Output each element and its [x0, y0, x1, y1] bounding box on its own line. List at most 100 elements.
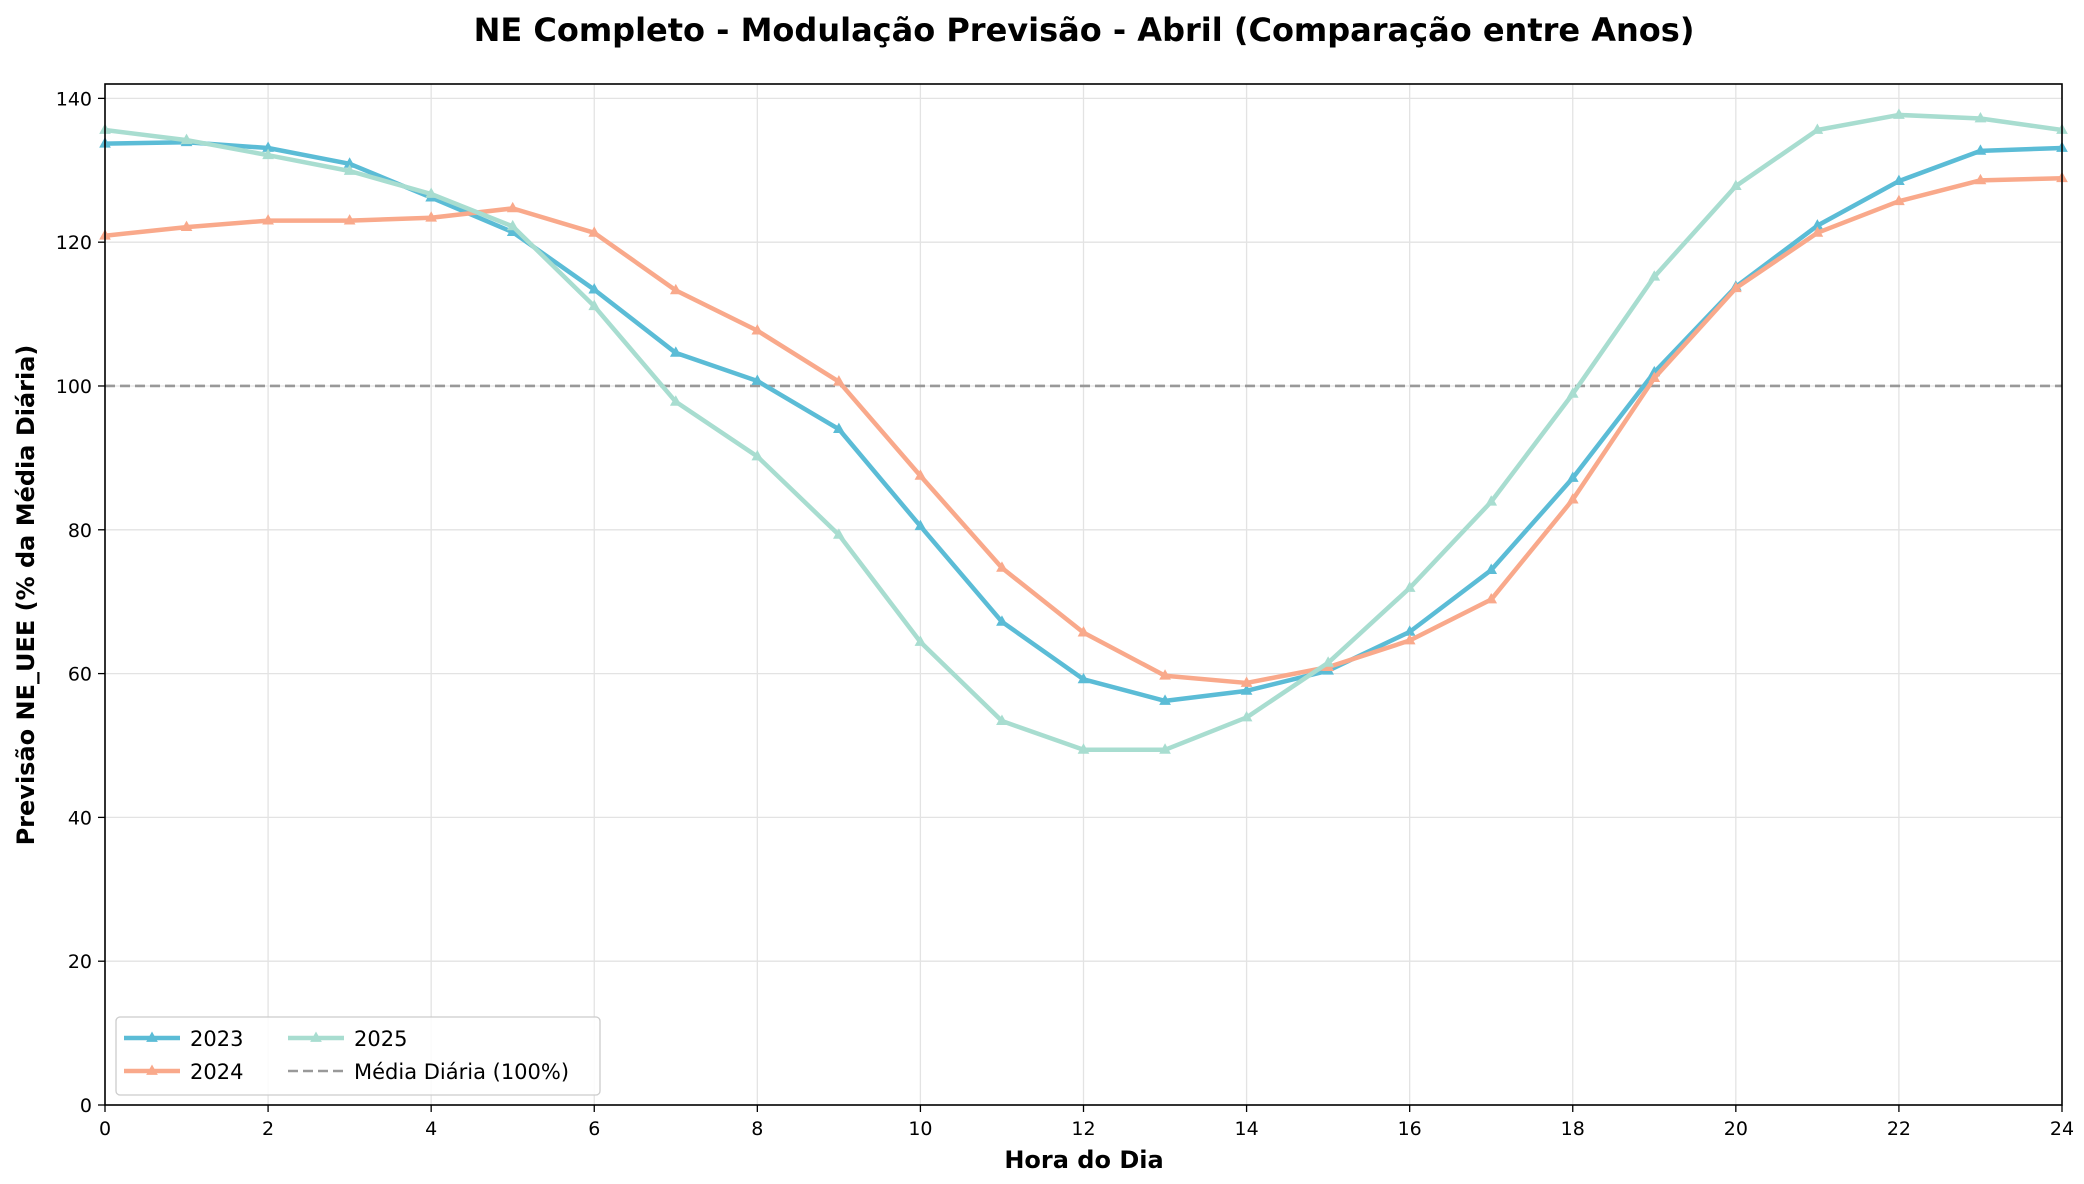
data-point-2023	[996, 615, 1008, 626]
data-point-2025	[1729, 179, 1742, 190]
legend-entry-2024: 2024	[124, 1060, 243, 1084]
x-axis-label: Hora do Dia	[1004, 1146, 1163, 1174]
data-point-2025	[1648, 270, 1661, 281]
data-point-2023	[1403, 625, 1416, 636]
data-point-2025	[669, 395, 682, 406]
data-point-2023	[833, 422, 845, 434]
x-tick-label: 4	[425, 1118, 437, 1140]
y-tick-label: 80	[68, 520, 92, 542]
y-tick-label: 100	[56, 376, 92, 398]
legend-marker-2023	[146, 1031, 158, 1042]
x-tick-label: 22	[1887, 1118, 1911, 1140]
data-point-2024	[588, 226, 601, 237]
data-point-2024	[1811, 226, 1824, 237]
data-point-2024	[1077, 626, 1090, 637]
data-point-2024	[1566, 493, 1579, 504]
y-tick-label: 20	[68, 951, 92, 973]
data-point-2023	[1077, 672, 1090, 684]
data-point-2024	[751, 324, 764, 335]
y-axis-label: Previsão NE_UEE (% da Média Diária)	[12, 345, 40, 846]
legend-label-2025: 2025	[354, 1027, 407, 1051]
data-point-2024	[343, 214, 356, 225]
data-point-2024	[996, 561, 1008, 572]
data-point-2025	[1403, 581, 1416, 592]
legend-label-2023: 2023	[190, 1027, 243, 1051]
data-point-2025	[1893, 108, 1905, 119]
y-tick-label: 0	[80, 1095, 92, 1117]
data-point-2025	[833, 528, 845, 539]
data-point-2025	[1077, 743, 1090, 754]
y-tick-label: 120	[56, 232, 92, 254]
data-point-2025	[914, 635, 927, 646]
data-point-2023	[1159, 694, 1171, 705]
data-point-2024	[1485, 593, 1498, 604]
y-tick-label: 40	[68, 807, 92, 829]
data-point-2023	[588, 283, 601, 294]
y-tick-label: 60	[68, 664, 92, 686]
legend-label-reference: Média Diária (100%)	[354, 1060, 569, 1084]
x-tick-label: 20	[1724, 1118, 1748, 1140]
legend-entry-2023: 2023	[124, 1027, 243, 1051]
data-point-2024	[180, 220, 193, 231]
data-point-2023	[669, 346, 682, 357]
data-point-2024	[1729, 281, 1742, 293]
legend-box	[115, 1016, 601, 1096]
data-point-2023	[1240, 684, 1253, 695]
data-point-2025	[1485, 495, 1498, 506]
data-point-2023	[1485, 563, 1498, 574]
data-point-2023	[1811, 219, 1824, 230]
data-point-2025	[1974, 112, 1987, 123]
data-point-2024	[506, 201, 519, 213]
data-point-2024	[1648, 371, 1661, 382]
x-tick-label: 2	[262, 1118, 274, 1140]
x-tick-label: 8	[751, 1118, 763, 1140]
data-point-2024	[1403, 634, 1416, 645]
data-point-2025	[262, 148, 274, 160]
x-tick-label: 6	[588, 1118, 600, 1140]
legend-entry-2025: 2025	[288, 1027, 407, 1051]
legend-entry-reference: Média Diária (100%)	[288, 1060, 569, 1084]
data-point-2024	[833, 375, 845, 386]
data-point-2023	[343, 157, 356, 168]
data-point-2025	[506, 219, 519, 231]
legend-marker-2025	[310, 1031, 322, 1042]
x-tick-label: 0	[99, 1118, 111, 1140]
legend: 2023 2024 2025 Média Diária (100%)	[115, 1016, 601, 1096]
legend-marker-2024	[146, 1064, 158, 1075]
data-point-2023	[506, 225, 519, 237]
data-point-2024	[669, 283, 682, 295]
data-point-2023	[1566, 471, 1579, 482]
data-point-2024	[262, 214, 274, 225]
data-point-2024	[425, 211, 438, 222]
data-point-2025	[1811, 123, 1824, 134]
data-point-2024	[1974, 173, 1987, 185]
data-point-2023	[751, 374, 764, 385]
data-point-2023	[1893, 174, 1905, 185]
data-point-2025	[180, 133, 193, 144]
data-point-2025	[425, 187, 438, 198]
x-tick-label: 10	[908, 1118, 932, 1140]
legend-label-2024: 2024	[190, 1060, 243, 1084]
x-tick-label: 18	[1561, 1118, 1585, 1140]
grid-lines	[104, 84, 2063, 1106]
data-point-2025	[1159, 743, 1171, 754]
chart-title: NE Completo - Modulação Previsão - Abril…	[474, 11, 1695, 49]
x-tick-label: 12	[1071, 1118, 1095, 1140]
y-tick-label: 140	[56, 88, 92, 110]
data-point-2025	[1566, 387, 1579, 398]
data-point-2025	[1240, 710, 1253, 722]
data-point-2025	[343, 164, 356, 175]
x-tick-label: 14	[1234, 1118, 1258, 1140]
data-point-2024	[914, 469, 927, 480]
data-point-2024	[1159, 669, 1171, 680]
data-point-2024	[1240, 676, 1253, 687]
data-point-2024	[1893, 194, 1905, 206]
data-point-2023	[1974, 144, 1987, 155]
data-point-2025	[1322, 656, 1334, 667]
data-point-2025	[996, 714, 1008, 725]
x-tick-label: 24	[2050, 1118, 2074, 1140]
x-tick-label: 16	[1398, 1118, 1422, 1140]
